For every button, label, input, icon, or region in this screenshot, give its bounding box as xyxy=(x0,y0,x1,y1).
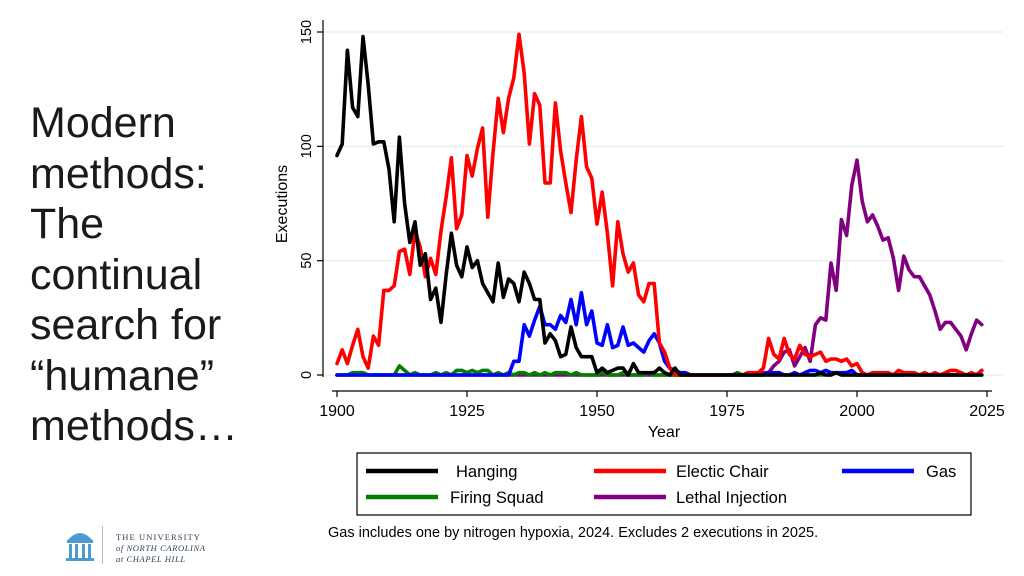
legend-label: Gas xyxy=(926,463,956,481)
x-tick-label: 2025 xyxy=(969,403,1005,420)
old-well-icon xyxy=(66,533,94,561)
x-axis-title: Year xyxy=(648,424,681,441)
slide-title: Modern methods: The continual search for… xyxy=(30,98,270,452)
legend-label: Lethal Injection xyxy=(676,489,787,507)
title-line: The xyxy=(30,200,105,248)
y-tick-label: 50 xyxy=(299,253,315,269)
title-line: “humane” xyxy=(30,351,215,400)
gridlines xyxy=(323,31,1003,376)
logo-text-line: THE UNIVERSITY xyxy=(116,532,202,542)
logo-text-line: at CHAPEL HILL xyxy=(116,554,186,564)
y-tick-label: 0 xyxy=(299,371,315,379)
series-lines xyxy=(335,32,984,377)
series-line-electic-chair xyxy=(335,32,984,377)
y-tick-label: 150 xyxy=(299,20,315,44)
y-tick-label: 100 xyxy=(299,134,315,158)
legend-label: Hanging xyxy=(456,463,517,481)
legend: Hanging Electic Chair Gas Firing Squad Letha… xyxy=(356,452,972,516)
title-line: search for xyxy=(30,301,222,349)
x-tick-label: 1975 xyxy=(709,403,745,420)
y-axis-title: Executions xyxy=(274,165,291,243)
footnote: Gas includes one by nitrogen hypoxia, 20… xyxy=(328,525,819,541)
university-logo: THE UNIVERSITY of NORTH CAROLINA at CHAP… xyxy=(66,524,256,566)
title-line: Modern xyxy=(30,99,176,147)
x-tick-label: 1950 xyxy=(579,403,615,420)
title-line: methods: xyxy=(30,149,207,198)
legend-label: Electic Chair xyxy=(676,463,769,481)
title-line: continual xyxy=(30,250,203,299)
logo-text-line: of NORTH CAROLINA xyxy=(116,543,206,553)
series-line-hanging xyxy=(335,34,984,377)
title-line: methods… xyxy=(30,402,238,450)
x-tick-label: 1925 xyxy=(449,403,485,420)
legend-label: Firing Squad xyxy=(450,489,544,507)
axes: 0 50 100 150 1900 1925 1950 1975 2000 2025 xyxy=(299,20,1005,420)
x-tick-label: 1900 xyxy=(319,403,355,420)
x-tick-label: 2000 xyxy=(839,403,875,420)
logo-divider xyxy=(102,526,103,564)
legend-box xyxy=(356,452,972,516)
